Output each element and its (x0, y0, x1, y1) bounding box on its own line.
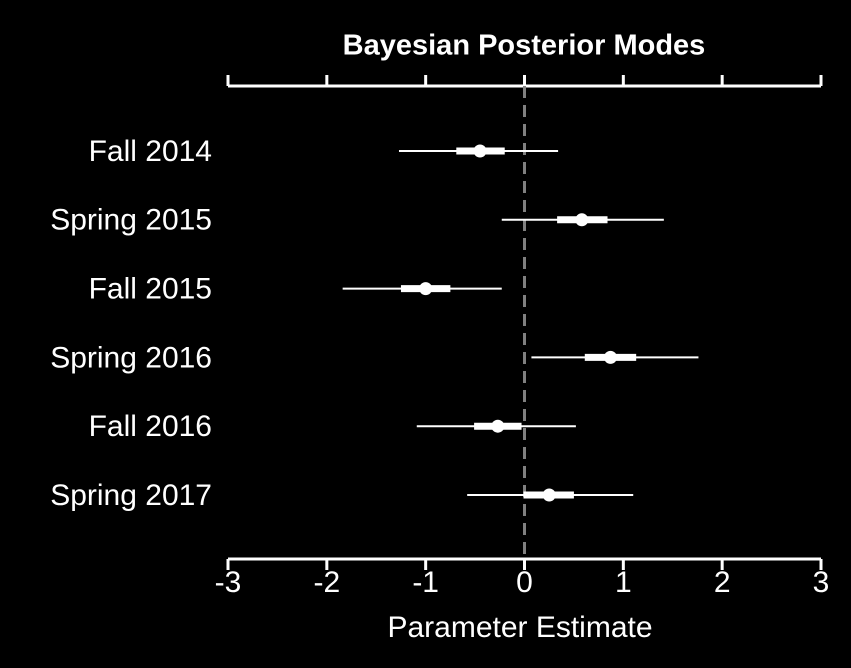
mode-point (542, 488, 556, 502)
x-tick-label: 2 (714, 566, 731, 599)
x-tick-label: -3 (215, 566, 242, 599)
x-tick-label: -2 (313, 566, 340, 599)
y-tick-label: Spring 2016 (50, 341, 212, 374)
y-tick-label: Spring 2017 (50, 479, 212, 512)
x-tick-label: -1 (412, 566, 439, 599)
y-tick-label: Fall 2016 (89, 410, 212, 443)
mode-point (419, 282, 433, 296)
mode-point (473, 144, 487, 158)
y-tick-label: Spring 2015 (50, 204, 212, 237)
y-tick-label: Fall 2014 (89, 135, 212, 168)
mode-point (491, 419, 505, 433)
mode-point (575, 213, 589, 227)
x-axis-label: Parameter Estimate (387, 611, 652, 644)
x-tick-label: 1 (615, 566, 632, 599)
mode-point (603, 350, 617, 364)
x-tick-label: 0 (516, 566, 533, 599)
x-tick-label: 3 (813, 566, 830, 599)
chart-title: Bayesian Posterior Modes (343, 30, 706, 62)
y-tick-label: Fall 2015 (89, 273, 212, 306)
